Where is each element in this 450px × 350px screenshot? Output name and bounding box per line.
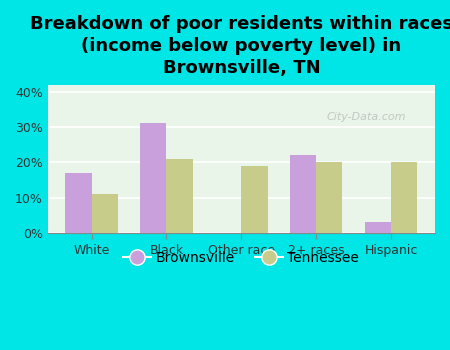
Bar (241, 166, 268, 233)
Bar (316, 162, 342, 233)
Bar (365, 223, 391, 233)
Bar (65, 173, 91, 233)
Text: City-Data.com: City-Data.com (327, 112, 406, 122)
Legend: Brownsville, Tennessee: Brownsville, Tennessee (118, 246, 365, 271)
Title: Breakdown of poor residents within races
(income below poverty level) in
Brownsv: Breakdown of poor residents within races… (30, 15, 450, 77)
Bar (290, 155, 316, 233)
Bar (140, 124, 166, 233)
Bar (91, 194, 118, 233)
Bar (391, 162, 418, 233)
Bar (166, 159, 193, 233)
